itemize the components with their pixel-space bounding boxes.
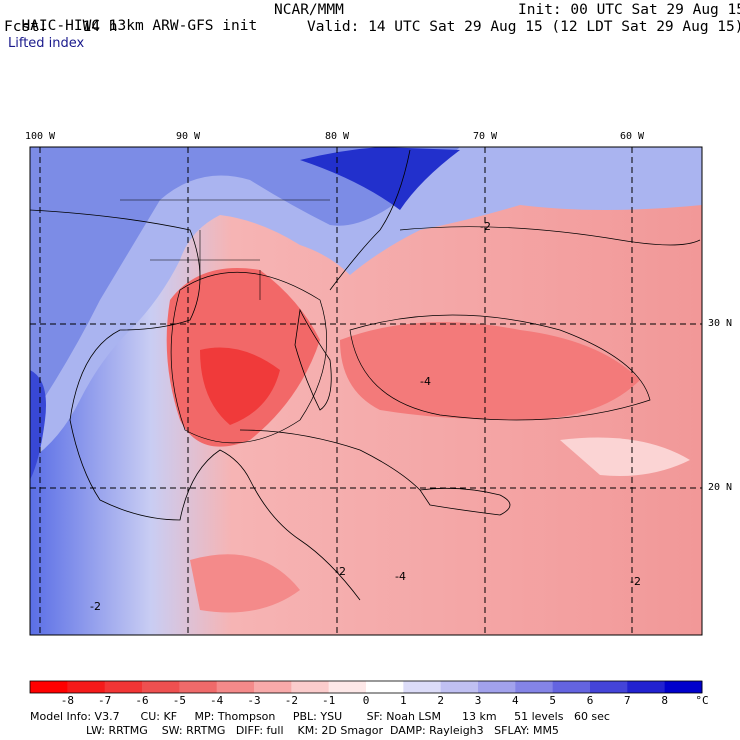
colorbar-swatch [478,681,516,693]
lon-label-60w: 60 W [619,131,645,142]
colorbar-tick-label: 8 [661,694,668,707]
contour-line [349,314,651,421]
colorbar-swatch [366,681,404,693]
lat-label-30n: 30 N [708,318,733,329]
coastline-east [329,149,411,291]
graticule [30,147,702,635]
lon-label-100w: 100 W [24,131,56,142]
contour-label: -2 [480,220,491,233]
model-info-line1: Model Info: V3.7 CU: KF MP: Thompson PBL… [30,710,610,723]
contour-label: -4 [395,570,406,583]
colorbar-swatch [216,681,255,693]
unstable-atlantic [340,322,640,420]
colorbar-swatch [291,681,330,693]
lon-label-70w: 70 W [472,131,498,142]
colorbar-swatch [590,681,628,693]
stable-west-patch [30,370,46,480]
colorbar-tick-label: -8 [60,694,74,707]
contour-label: -4 [420,375,431,388]
forecast-hour: Fcst: 14 h [4,19,118,35]
strong-stable-patch [300,147,460,210]
colorbar-tick-label: 4 [512,694,519,707]
colorbar-tick-label: -6 [135,694,149,707]
organization-label: NCAR/MMM [274,2,344,18]
colorbar-swatch [142,681,180,693]
stable-core [30,147,460,420]
state-borders [120,199,330,300]
colorbar-tick-label: -7 [98,694,112,707]
init-time: Init: 00 UTC Sat 29 Aug 15 [518,2,740,18]
contour-label: -2 [90,600,101,613]
colorbar [29,680,703,694]
colorbar-swatch [515,681,554,693]
colorbar-tick-label: -2 [284,694,298,707]
colorbar-unit: °C [695,694,709,707]
colorbar-swatch [254,681,292,693]
colorbar-swatch [552,681,591,693]
coastline-gulf [30,209,361,601]
lon-label-80w: 80 W [324,131,350,142]
contour-line [399,226,701,246]
unstable-gulf-core [200,347,280,425]
colorbar-swatch [440,681,479,693]
colorbar-swatch [104,681,143,693]
unstable-caribbean [190,554,300,613]
contour-label: -2 [630,575,641,588]
weak-band [560,437,690,476]
colorbar-swatch [664,681,703,693]
model-info-line2: LW: RRTMG SW: RRTMG DIFF: full KM: 2D Sm… [30,724,559,737]
coastline-florida [294,308,332,411]
colorbar-tick-label: -4 [210,694,224,707]
colorbar-swatch [179,681,218,693]
map-frame [29,146,703,636]
colorbar-tick-label: 3 [474,694,482,707]
coastline-hispaniola [419,487,511,516]
colorbar-swatch [30,681,68,693]
contour-line [170,271,328,444]
colorbar-swatch [627,681,666,693]
valid-time: Valid: 14 UTC Sat 29 Aug 15 (12 LDT Sat … [307,19,740,35]
colorbar-tick-label: -1 [322,694,336,707]
colorbar-frame [29,680,703,694]
colorbar-tick-label: 5 [549,694,556,707]
colorbar-tick-label: 6 [586,694,594,707]
colorbar-tick-label: -5 [172,694,186,707]
colorbar-tick-label: 2 [437,694,444,707]
contour-label: -2 [335,565,346,578]
colorbar-tick-label: 7 [624,694,631,707]
colorbar-swatch [403,681,442,693]
colorbar-tick-label: 1 [400,694,407,707]
model-title: HAIC-HIWC 13km ARW-GFS init [21,18,258,34]
colorbar-swatch [328,681,367,693]
stable-region [30,147,702,460]
coastline-cuba [239,429,421,491]
colorbar-tick-label: 0 [362,694,370,707]
colorbar-swatch [67,681,106,693]
colorbar-tick-label: -3 [247,694,261,707]
lon-label-90w: 90 W [175,131,201,142]
lat-label-20n: 20 N [708,482,733,493]
field-name: Lifted index [8,36,85,51]
